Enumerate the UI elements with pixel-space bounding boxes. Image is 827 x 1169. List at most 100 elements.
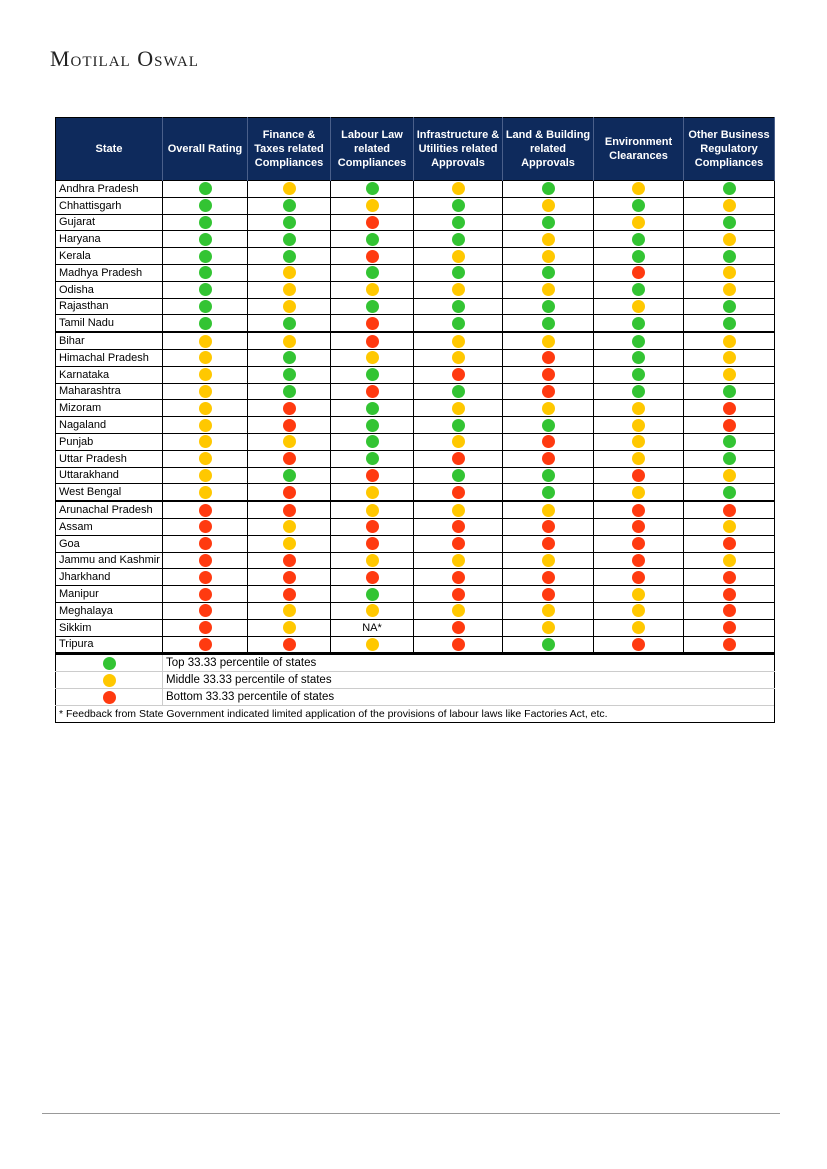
rating-cell [330, 247, 414, 265]
rating-cell [593, 466, 684, 485]
rating-dot-icon [282, 299, 296, 313]
rating-dot-icon [541, 384, 555, 398]
state-name: Haryana [55, 230, 163, 249]
rating-cell [502, 314, 594, 333]
table-row: Uttarakhand [55, 466, 775, 485]
legend-dot-icon [102, 673, 116, 687]
rating-cell [593, 348, 684, 367]
rating-dot-icon [541, 182, 555, 196]
rating-dot-icon [282, 621, 296, 635]
rating-dot-icon [541, 316, 555, 330]
rating-cell [502, 483, 594, 502]
rating-dot-icon [722, 435, 736, 449]
rating-cell [247, 449, 331, 468]
rating-dot-icon [451, 182, 465, 196]
rating-text: NA* [362, 621, 382, 634]
rating-cell [162, 483, 248, 502]
rating-cell [162, 213, 248, 232]
rating-dot-icon [632, 520, 645, 534]
rating-cell [162, 466, 248, 485]
rating-cell [162, 365, 248, 384]
column-header: Environment Clearances [593, 117, 684, 181]
rating-dot-icon [282, 435, 296, 449]
rating-cell: NA* [330, 618, 414, 637]
rating-dot-icon [632, 452, 645, 466]
rating-cell [502, 618, 594, 637]
rating-dot-icon [722, 570, 736, 584]
table-row: Mizoram [55, 399, 775, 418]
state-name: Jammu and Kashmir [55, 551, 163, 570]
table-row: Uttar Pradesh [55, 449, 775, 468]
rating-cell [683, 230, 775, 249]
rating-dot-icon [282, 520, 296, 534]
state-name: Nagaland [55, 416, 163, 434]
rating-dot-icon [365, 435, 379, 449]
state-name: Manipur [55, 585, 163, 603]
column-header: Finance & Taxes related Compliances [247, 117, 331, 181]
rating-dot-icon [722, 384, 736, 398]
rating-dot-icon [198, 215, 212, 229]
rating-dot-icon [365, 334, 379, 348]
rating-cell [683, 180, 775, 198]
rating-cell [162, 432, 248, 451]
rating-dot-icon [365, 570, 379, 584]
rating-cell [593, 280, 684, 299]
rating-dot-icon [541, 570, 555, 584]
rating-cell [413, 635, 503, 655]
rating-cell [413, 297, 503, 316]
rating-dot-icon [451, 520, 465, 534]
rating-dot-icon [722, 199, 736, 213]
rating-cell [413, 280, 503, 299]
state-name: Kerala [55, 247, 163, 265]
table-row: Sikkim NA* [55, 618, 775, 637]
rating-dot-icon [365, 199, 379, 213]
rating-cell [502, 247, 594, 265]
rating-dot-icon [632, 468, 645, 482]
rating-cell [330, 466, 414, 485]
rating-dot-icon [541, 520, 555, 534]
rating-dot-icon [722, 215, 736, 229]
rating-cell [593, 500, 684, 519]
rating-dot-icon [198, 468, 212, 482]
rating-cell [330, 551, 414, 570]
rating-dot-icon [198, 199, 212, 213]
rating-dot-icon [722, 637, 736, 651]
rating-cell [162, 331, 248, 350]
rating-dot-icon [541, 553, 555, 567]
rating-dot-icon [198, 435, 212, 449]
rating-dot-icon [632, 249, 645, 263]
rating-cell [413, 263, 503, 282]
rating-cell [413, 517, 503, 536]
rating-cell [330, 534, 414, 553]
state-name: Maharashtra [55, 382, 163, 401]
rating-cell [247, 314, 331, 333]
table-row: Andhra Pradesh [55, 180, 775, 198]
rating-cell [413, 618, 503, 637]
rating-cell [502, 601, 594, 620]
rating-cell [683, 247, 775, 265]
rating-cell [162, 348, 248, 367]
state-name: Arunachal Pradesh [55, 500, 163, 519]
rating-dot-icon [632, 604, 645, 618]
rating-cell [162, 534, 248, 553]
rating-cell [502, 466, 594, 485]
rating-dot-icon [541, 334, 555, 348]
rating-cell [247, 331, 331, 350]
rating-cell [247, 180, 331, 198]
rating-dot-icon [365, 485, 379, 499]
rating-dot-icon [632, 401, 645, 415]
rating-cell [413, 534, 503, 553]
legend-dot-icon [102, 690, 116, 704]
rating-cell [683, 280, 775, 299]
rating-dot-icon [632, 570, 645, 584]
rating-cell [502, 534, 594, 553]
rating-cell [593, 213, 684, 232]
rating-cell [683, 331, 775, 350]
rating-dot-icon [365, 316, 379, 330]
rating-cell [162, 568, 248, 587]
rating-dot-icon [632, 503, 645, 517]
rating-dot-icon [451, 452, 465, 466]
rating-dot-icon [282, 418, 296, 432]
rating-cell [330, 483, 414, 502]
rating-dot-icon [365, 266, 379, 280]
